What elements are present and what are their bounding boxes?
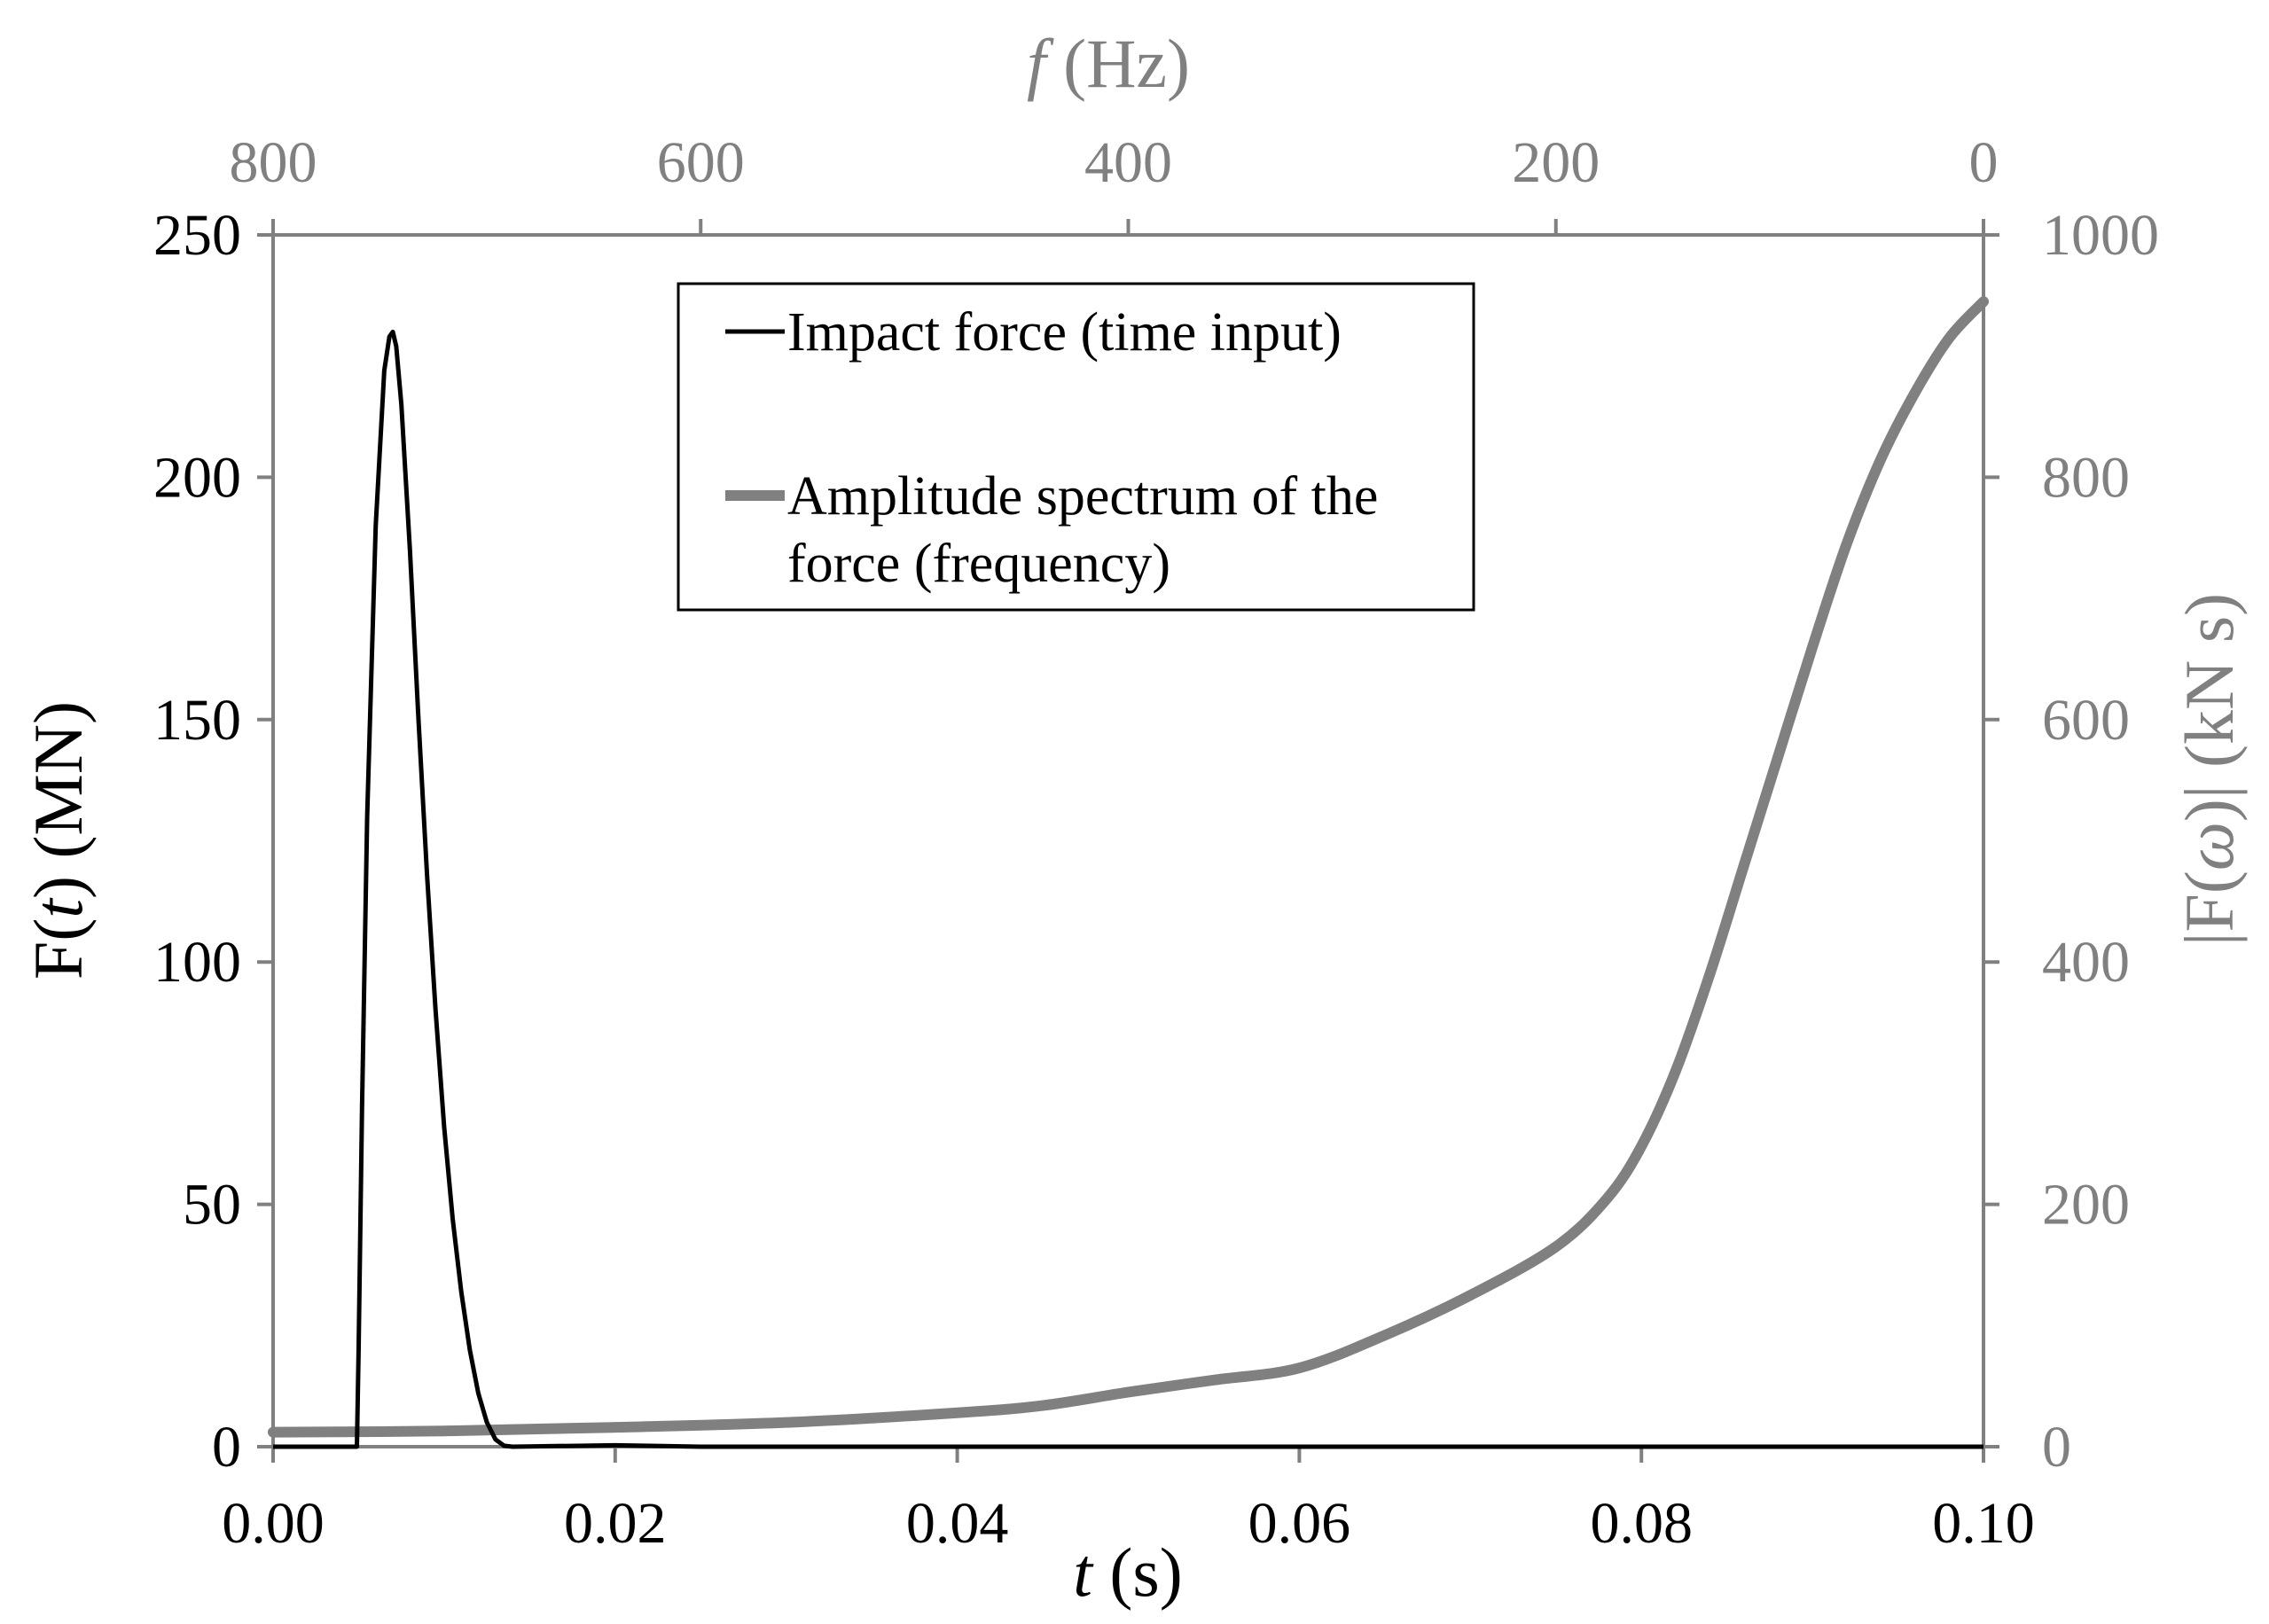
y-left-tick-label: 250	[153, 203, 241, 268]
y-right-tick-label: 400	[2042, 930, 2130, 995]
x-bottom-tick-label: 0.08	[1590, 1491, 1693, 1556]
y-left-tick-label: 0	[212, 1415, 241, 1480]
y-right-tick-label: 800	[2042, 445, 2130, 510]
x-top-tick-label: 600	[657, 130, 745, 195]
legend-label-impact-force: Impact force (time input)	[787, 302, 1342, 363]
y-right-axis-title: |F(ω)| (kN s)	[2171, 593, 2248, 946]
y-right-tick-label: 0	[2042, 1415, 2071, 1480]
x-top-tick-label: 400	[1084, 130, 1172, 195]
x-bottom-tick-label: 0.10	[1932, 1491, 2035, 1556]
series-line-amplitude-spectrum	[268, 296, 1989, 1438]
x-bottom-tick-label: 0.06	[1248, 1491, 1351, 1556]
x-bottom-axis-title: t (s)	[1073, 1534, 1182, 1611]
y-left-axis-title: F(t) (MN)	[20, 701, 97, 980]
x-bottom-tick-label: 0.00	[222, 1491, 325, 1556]
x-top-axis-title: f (Hz)	[1027, 25, 1190, 102]
x-top-tick-label: 200	[1512, 130, 1600, 195]
x-top-tick-label: 800	[230, 130, 317, 195]
legend-box	[677, 282, 1475, 612]
series-line-impact-force	[273, 329, 1983, 1449]
top-axis-ticks: 800 600 400 200 0	[230, 130, 1999, 235]
x-bottom-tick-label: 0.04	[906, 1491, 1009, 1556]
legend-label-amplitude-spectrum: Amplitude spectrum of the force (frequen…	[787, 466, 1392, 594]
right-axis-ticks: 0 200 400 600 800 1000	[1983, 203, 2159, 1480]
y-left-tick-label: 150	[153, 688, 241, 753]
legend-label-amplitude-spectrum-line-2: force (frequency)	[787, 534, 1170, 594]
left-axis-ticks: 0 50 100 150 200 250	[153, 203, 273, 1480]
x-top-tick-label: 0	[1969, 130, 1999, 195]
y-right-tick-label: 600	[2042, 688, 2130, 753]
legend-label-amplitude-spectrum-line-1: Amplitude spectrum of the	[787, 466, 1378, 527]
y-right-tick-label: 1000	[2042, 203, 2159, 268]
y-left-tick-label: 200	[153, 445, 241, 510]
y-left-tick-label: 50	[183, 1173, 241, 1238]
legend: Impact force (time input) Amplitude spec…	[677, 282, 1475, 612]
bottom-axis-ticks: 0.00 0.02 0.04 0.06 0.08 0.10	[222, 1447, 2035, 1556]
y-right-tick-label: 200	[2042, 1173, 2130, 1238]
x-bottom-tick-label: 0.02	[564, 1491, 667, 1556]
y-left-tick-label: 100	[153, 930, 241, 995]
